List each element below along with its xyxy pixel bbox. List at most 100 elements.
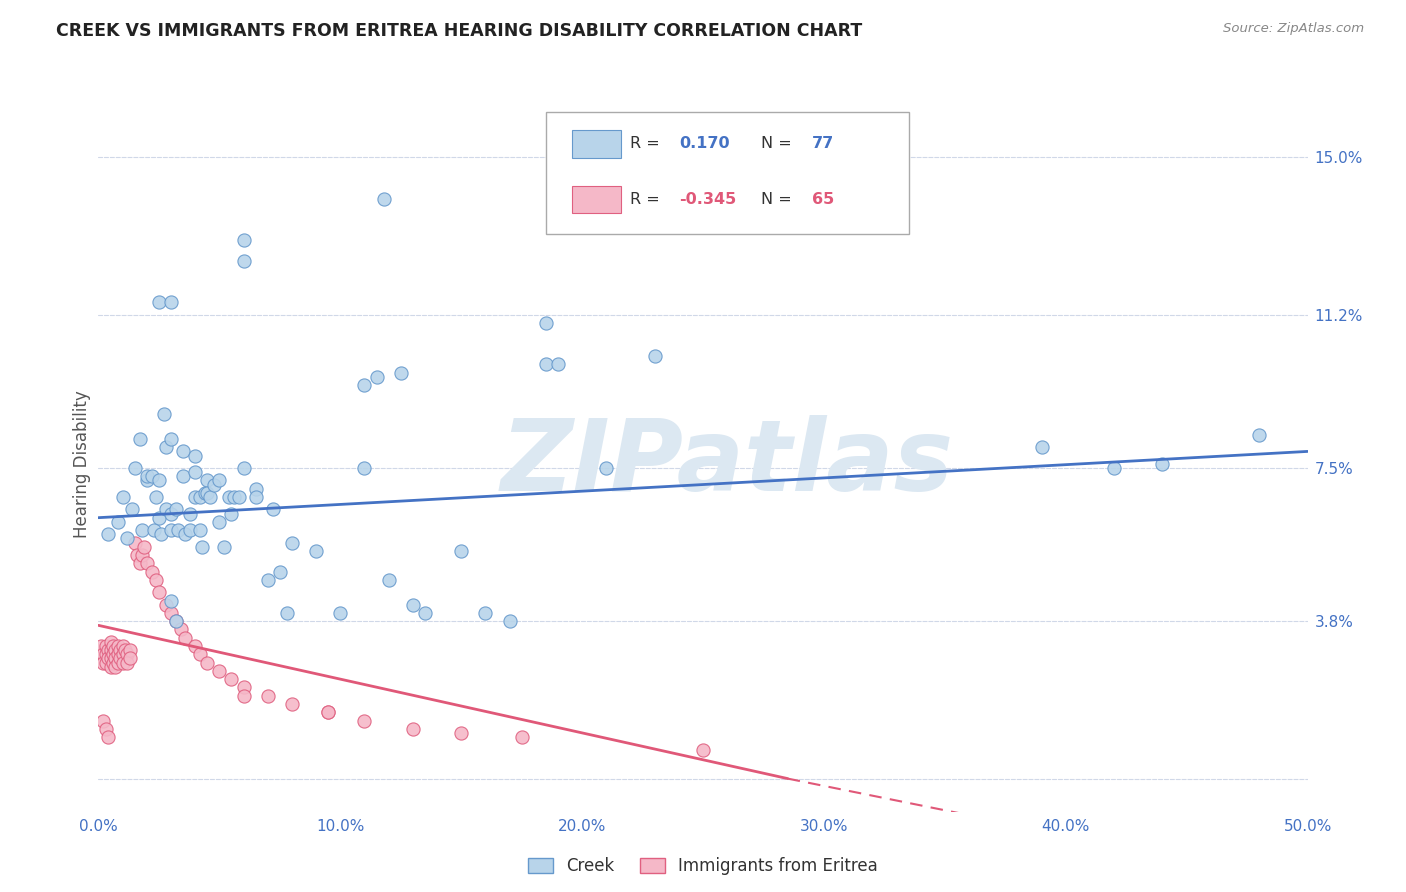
Point — [188, 648, 211, 662]
Point — [316, 706, 339, 720]
Point — [148, 295, 170, 310]
Point — [94, 722, 117, 736]
Point — [547, 358, 569, 372]
Point — [128, 556, 150, 570]
Point — [450, 726, 472, 740]
Point — [135, 469, 157, 483]
Point — [111, 490, 134, 504]
Text: ZIPatlas: ZIPatlas — [501, 416, 953, 512]
Point — [353, 714, 375, 728]
Point — [276, 606, 298, 620]
Point — [221, 672, 243, 686]
Point — [498, 614, 520, 628]
Point — [179, 523, 201, 537]
Point — [91, 656, 114, 670]
Point — [135, 474, 157, 488]
Point — [692, 742, 714, 756]
Point — [118, 651, 141, 665]
Point — [305, 544, 328, 558]
Point — [316, 706, 339, 720]
Point — [107, 656, 129, 670]
Point — [131, 523, 153, 537]
Point — [101, 648, 124, 662]
Point — [256, 573, 278, 587]
Point — [111, 656, 134, 670]
Point — [131, 548, 153, 562]
Bar — [572, 186, 621, 213]
Point — [141, 469, 163, 483]
Point — [107, 648, 129, 662]
Point — [101, 656, 124, 670]
Point — [195, 474, 218, 488]
Point — [184, 449, 207, 463]
Point — [155, 598, 177, 612]
Point — [111, 648, 134, 662]
Point — [117, 532, 139, 546]
Point — [221, 507, 243, 521]
Point — [353, 378, 375, 392]
Point — [195, 485, 218, 500]
Point — [373, 192, 395, 206]
Point — [91, 714, 114, 728]
Point — [108, 651, 131, 665]
Point — [232, 681, 254, 695]
Point — [644, 349, 666, 363]
Point — [124, 535, 146, 549]
Point — [366, 370, 388, 384]
Point — [124, 461, 146, 475]
Y-axis label: Hearing Disability: Hearing Disability — [73, 390, 91, 538]
Point — [100, 660, 122, 674]
Point — [184, 490, 207, 504]
Point — [118, 643, 141, 657]
Point — [107, 639, 129, 653]
Point — [184, 465, 207, 479]
Point — [94, 639, 117, 653]
Point — [117, 648, 139, 662]
Point — [174, 631, 197, 645]
Point — [97, 651, 120, 665]
Text: CREEK VS IMMIGRANTS FROM ERITREA HEARING DISABILITY CORRELATION CHART: CREEK VS IMMIGRANTS FROM ERITREA HEARING… — [56, 22, 862, 40]
Point — [104, 660, 127, 674]
Point — [208, 515, 231, 529]
Point — [245, 482, 267, 496]
Point — [474, 606, 496, 620]
Point — [160, 295, 183, 310]
Text: 65: 65 — [811, 192, 834, 207]
Point — [195, 656, 218, 670]
Point — [269, 565, 291, 579]
Point — [281, 535, 304, 549]
Point — [198, 490, 221, 504]
Point — [1031, 440, 1053, 454]
Point — [90, 639, 112, 653]
Point — [191, 540, 214, 554]
Point — [212, 540, 235, 554]
Point — [145, 490, 167, 504]
Point — [94, 648, 117, 662]
Point — [208, 474, 231, 488]
Point — [450, 544, 472, 558]
Point — [165, 502, 187, 516]
Point — [114, 643, 136, 657]
Point — [232, 254, 254, 268]
Point — [174, 527, 197, 541]
Point — [188, 523, 211, 537]
Text: 77: 77 — [811, 136, 834, 152]
Point — [194, 485, 217, 500]
Point — [160, 523, 183, 537]
Point — [534, 316, 557, 330]
Point — [104, 643, 127, 657]
Point — [100, 635, 122, 649]
Point — [148, 474, 170, 488]
Point — [208, 664, 231, 678]
Point — [91, 648, 114, 662]
Point — [1102, 461, 1125, 475]
Point — [402, 722, 425, 736]
Point — [160, 507, 183, 521]
Point — [155, 440, 177, 454]
Point — [111, 639, 134, 653]
Text: R =: R = — [630, 192, 665, 207]
Text: 0.170: 0.170 — [679, 136, 730, 152]
Point — [165, 614, 187, 628]
Point — [141, 565, 163, 579]
Point — [107, 515, 129, 529]
